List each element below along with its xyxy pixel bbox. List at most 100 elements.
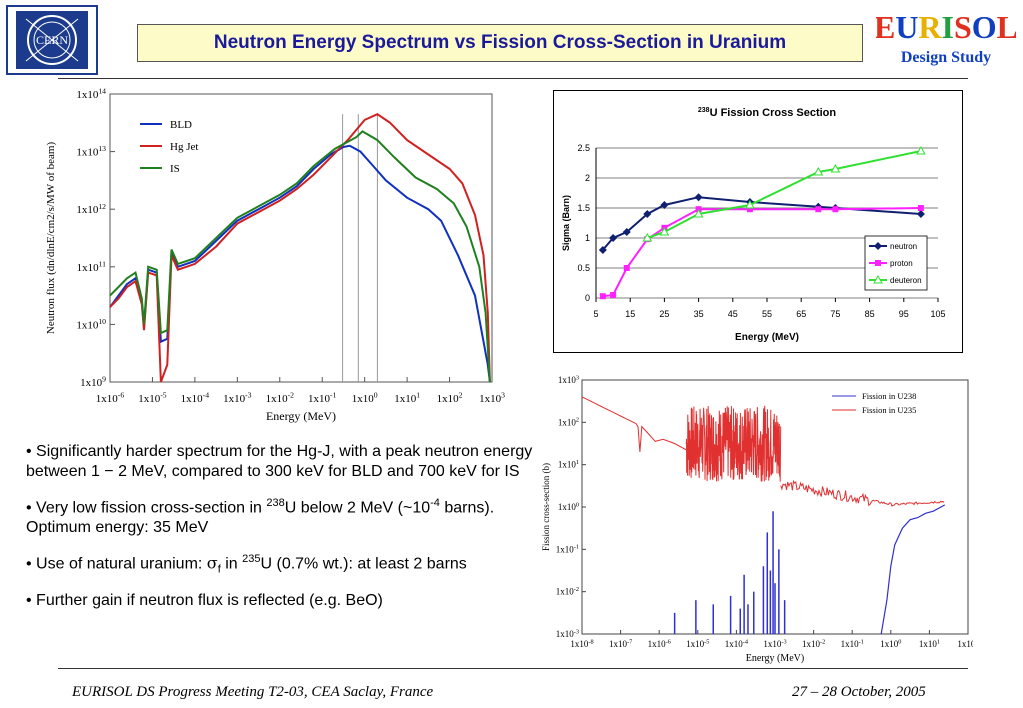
series-line-is (109, 130, 491, 383)
u238-fission-chart: 238U Fission Cross Section 0 0.5 1 1.5 2 2.5 5 1… (553, 90, 963, 353)
y-axis-label: Neutron flux (dn/dlnE/cm2/s/MW of beam) (45, 142, 57, 335)
x-tick-label: 65 (796, 309, 806, 319)
x-tick-label: 1x100 (880, 638, 901, 649)
x-tick-label: 1x101 (919, 638, 940, 649)
marker-triangle (830, 163, 841, 173)
y-tick-label: 1x10-3 (556, 628, 579, 639)
y-tick-label: 1x100 (558, 501, 579, 512)
y-tick-label: 1x1011 (77, 259, 107, 273)
marker-diamond (609, 234, 618, 242)
x-tick-label: 105 (930, 309, 945, 319)
y-tick-label: 1x1014 (76, 87, 106, 101)
x-tick-label: 55 (762, 309, 772, 319)
x-tick-label: 1x102 (957, 638, 973, 649)
bullet-list: • Significantly harder spectrum for the … (26, 442, 536, 622)
x-tick-label: 1x10-1 (308, 391, 337, 405)
x-axis-label: Energy (MeV) (266, 409, 336, 423)
y-tick-label: 1x1013 (76, 144, 106, 158)
x-tick-label: 15 (625, 309, 635, 319)
legend-label: Fission in U238 (862, 391, 916, 401)
x-tick-label: 1x10-2 (266, 391, 295, 405)
series-line-u235 (581, 396, 687, 453)
bullet-item: • Further gain if neutron flux is reflec… (26, 591, 383, 609)
y-tick-label: 0 (585, 293, 590, 303)
u235-tail (780, 479, 945, 507)
y-tick-label: 2.5 (577, 143, 590, 153)
bullet-item: • Use of natural uranium: σf in 235U (0.… (26, 553, 467, 576)
neutron-flux-chart: 1x10-6 1x10-5 1x10-4 1x10-3 1x10-2 1x10-1 1x10… (45, 87, 505, 423)
x-tick-label: 1x100 (352, 391, 378, 405)
marker-triangle (659, 226, 670, 236)
footer-divider (58, 668, 968, 669)
plot-frame (109, 93, 493, 383)
x-tick-label: 1x101 (394, 391, 420, 405)
marker-square (599, 293, 606, 300)
footer-date: 27 – 28 October, 2005 (792, 684, 926, 700)
series-line-u238 (880, 504, 946, 635)
marker-diamond (598, 246, 607, 254)
marker-square (815, 206, 822, 213)
y-tick-label: 1 (585, 233, 590, 243)
u235-resonance-region (685, 405, 782, 482)
bullet-item: • Very low fission cross-section in 238U… (26, 497, 495, 537)
marker-triangle (642, 232, 653, 242)
y-tick-label: 1x1012 (76, 202, 106, 216)
y-tick-label: 2 (585, 173, 590, 183)
x-tick-label: 95 (899, 309, 909, 319)
fission-cross-section-chart: 1x10-8 1x10-7 1x10-6 1x10-5 1x10-4 1x10-3 1x10… (541, 374, 973, 664)
x-tick-label: 1x103 (479, 391, 505, 405)
marker-triangle (693, 208, 704, 218)
legend-label: IS (170, 163, 180, 175)
legend-label: neutron (890, 242, 917, 251)
marker-triangle (916, 145, 926, 155)
y-tick-label: 1x102 (558, 417, 579, 428)
marker-diamond (643, 210, 652, 218)
x-tick-label: 45 (728, 309, 738, 319)
series-line-hg-jet (109, 113, 491, 383)
legend-label: proton (890, 259, 913, 268)
y-axis-label: Fission cross-section (b) (541, 463, 551, 551)
y-tick-label: 1x103 (558, 374, 579, 385)
page-title: Neutron Energy Spectrum vs Fission Cross… (213, 32, 787, 53)
legend-label: Hg Jet (170, 141, 198, 153)
marker-square (917, 205, 924, 211)
x-tick-label: 25 (659, 309, 669, 319)
x-tick-label: 1x102 (437, 391, 463, 405)
y-tick-label: 0.5 (577, 263, 590, 273)
marker-diamond (622, 228, 631, 236)
chart-border (553, 90, 963, 353)
x-tick-label: 1x10-1 (841, 638, 864, 649)
x-axis-label: Energy (MeV) (735, 332, 799, 343)
marker-square (746, 206, 753, 213)
marker-square (875, 260, 881, 266)
y-tick-label: 1x10-1 (556, 544, 579, 555)
x-axis-label: Energy (MeV) (746, 653, 804, 664)
y-tick-label: 1.5 (577, 203, 590, 213)
x-tick-label: 1x10-8 (570, 638, 593, 649)
x-tick-label: 1x10-4 (181, 391, 210, 405)
marker-square (610, 292, 617, 298)
y-tick-label: 1x10-2 (556, 586, 579, 597)
y-tick-label: 1x109 (80, 375, 106, 389)
legend-label: Fission in U235 (862, 405, 916, 415)
x-tick-label: 1x10-6 (648, 638, 671, 649)
marker-triangle (745, 199, 755, 209)
marker-square (623, 265, 630, 271)
title-banner: Neutron Energy Spectrum vs Fission Cross… (137, 24, 863, 62)
footer-meeting: EURISOL DS Progress Meeting T2-03, CEA S… (72, 684, 434, 700)
y-tick-label: 1x1010 (76, 317, 106, 331)
x-tick-label: 1x10-3 (763, 638, 786, 649)
x-tick-label: 1x10-5 (686, 638, 709, 649)
eurisol-wordmark: EURISOL (876, 9, 1016, 45)
marker-diamond (916, 210, 925, 218)
marker-diamond (874, 242, 882, 250)
x-tick-label: 75 (830, 309, 840, 319)
x-tick-label: 1x10-4 (725, 638, 749, 649)
marker-diamond (660, 201, 669, 209)
marker-square (832, 206, 839, 213)
x-tick-label: 35 (694, 309, 704, 319)
x-tick-label: 1x10-3 (223, 391, 252, 405)
legend-label: BLD (170, 119, 192, 131)
eurisol-subtitle: Design Study (901, 49, 991, 66)
y-axis-label: Sigma (Barn) (561, 195, 571, 251)
